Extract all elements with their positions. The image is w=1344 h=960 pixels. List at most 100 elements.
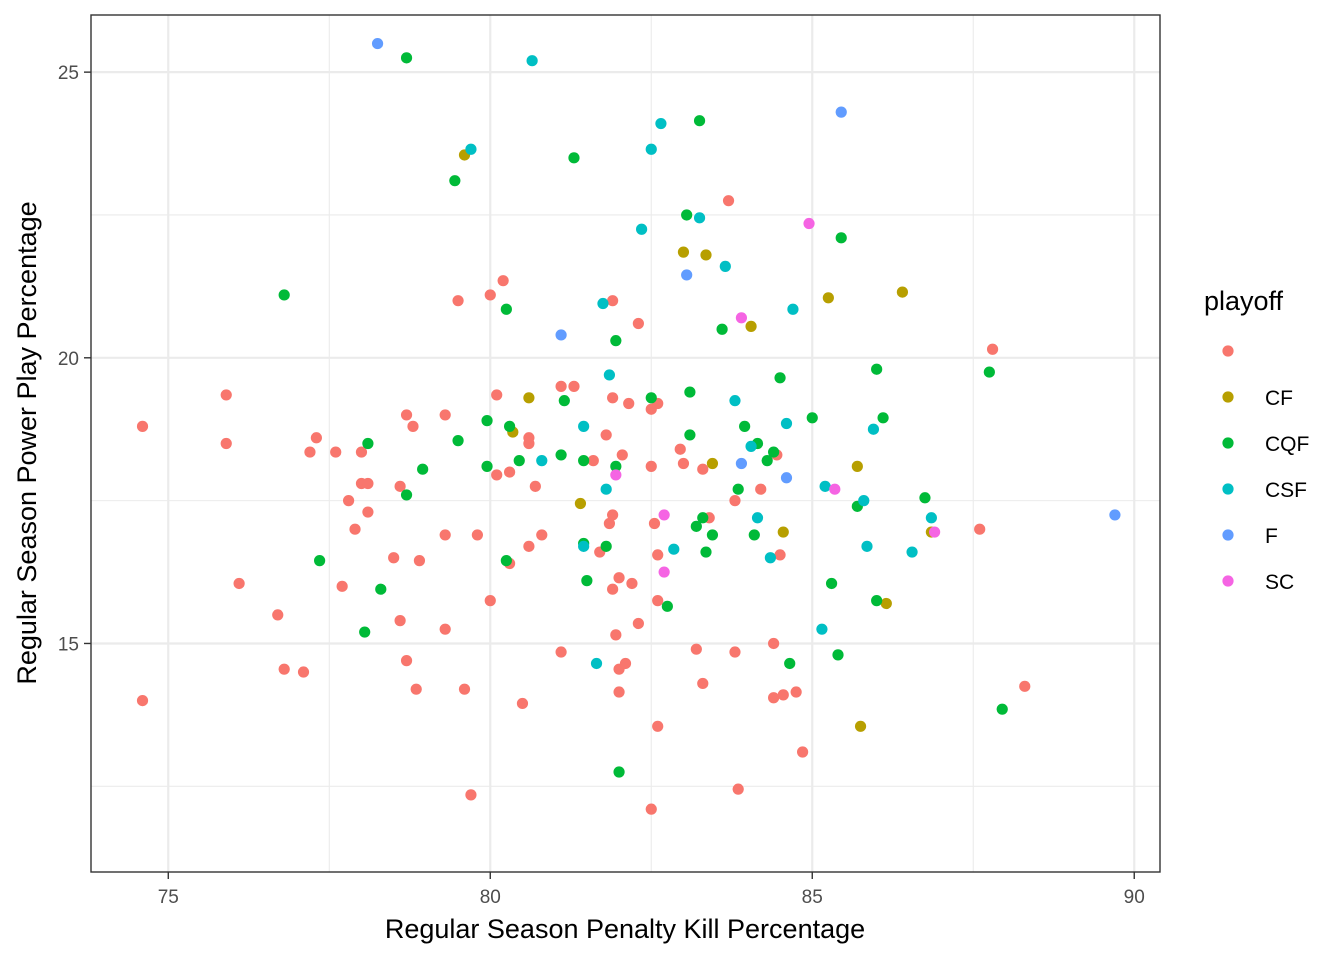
data-point — [835, 232, 847, 244]
data-point — [458, 683, 471, 695]
data-point — [880, 597, 892, 610]
data-point — [587, 455, 599, 467]
legend-label: CF — [1265, 387, 1293, 410]
data-point — [503, 420, 516, 432]
legend-key — [1222, 483, 1234, 495]
data-point — [764, 552, 776, 564]
data-point — [220, 437, 232, 450]
legend-key — [1222, 575, 1234, 587]
data-point — [732, 783, 744, 795]
legend: playoff CF CQF CSF F SC — [1204, 286, 1309, 594]
x-tick-label: 85 — [802, 887, 823, 908]
data-point — [407, 420, 419, 432]
data-point — [668, 543, 680, 555]
data-point — [755, 483, 767, 495]
data-point — [645, 143, 657, 155]
data-point — [816, 623, 828, 635]
data-point — [613, 686, 625, 698]
data-point — [835, 106, 847, 118]
data-point — [555, 380, 567, 392]
data-point — [851, 460, 863, 472]
data-point — [748, 529, 760, 541]
data-point — [690, 520, 702, 532]
legend-label: CQF — [1265, 433, 1309, 456]
data-point — [819, 480, 831, 492]
x-axis: 75 80 85 90 — [158, 872, 1145, 908]
data-point — [613, 766, 625, 778]
data-point — [536, 529, 548, 541]
data-point — [603, 517, 616, 530]
data-point — [652, 720, 664, 732]
data-point — [784, 657, 796, 670]
data-point — [861, 540, 873, 552]
data-point — [790, 686, 802, 698]
data-point — [768, 637, 780, 650]
data-point — [607, 509, 619, 521]
data-point — [581, 575, 593, 587]
x-tick-label: 80 — [480, 887, 501, 908]
x-tick-label: 75 — [158, 887, 179, 908]
data-point — [578, 420, 590, 432]
data-point — [780, 472, 793, 484]
data-point — [597, 297, 609, 310]
data-point — [616, 449, 628, 461]
data-point — [314, 555, 326, 567]
data-point — [523, 540, 535, 552]
data-point — [536, 455, 548, 467]
data-point — [491, 389, 503, 401]
data-point — [523, 392, 535, 404]
legend-items: CF CQF CSF F SC — [1222, 345, 1309, 594]
data-point — [906, 546, 918, 558]
data-point — [491, 469, 503, 481]
data-point — [613, 572, 625, 584]
data-point — [529, 480, 541, 492]
data-point — [832, 649, 844, 661]
data-point — [574, 497, 587, 510]
data-point — [600, 429, 612, 441]
data-point — [410, 683, 422, 695]
data-point — [136, 420, 149, 432]
data-point — [417, 463, 429, 475]
x-tick-label: 90 — [1124, 887, 1145, 908]
data-point — [278, 289, 290, 301]
data-point — [394, 615, 406, 627]
legend-label: F — [1265, 525, 1278, 548]
data-point — [877, 412, 889, 424]
data-point — [439, 623, 451, 635]
data-point — [700, 249, 712, 261]
data-point — [610, 335, 622, 347]
data-point — [803, 217, 815, 230]
data-point — [526, 55, 538, 67]
data-point — [413, 555, 426, 567]
data-point — [610, 629, 622, 641]
data-point — [735, 312, 748, 324]
data-point — [996, 703, 1008, 715]
data-point — [871, 363, 883, 375]
data-point — [371, 37, 384, 50]
data-point — [578, 455, 590, 467]
data-point — [449, 175, 461, 187]
data-point — [645, 460, 657, 472]
data-point — [732, 483, 744, 495]
data-point — [439, 529, 451, 541]
data-point — [690, 643, 702, 655]
data-point — [697, 512, 709, 524]
data-point — [735, 457, 748, 470]
data-point — [471, 529, 483, 541]
data-point — [661, 600, 673, 612]
data-point — [777, 526, 789, 538]
data-point — [623, 397, 635, 410]
data-point — [400, 655, 413, 667]
data-point — [780, 417, 793, 430]
data-point — [297, 666, 310, 678]
data-point — [858, 495, 870, 507]
legend-key — [1222, 529, 1234, 541]
data-point — [974, 523, 986, 535]
legend-key — [1222, 437, 1234, 449]
data-point — [867, 423, 880, 435]
data-point — [677, 246, 690, 258]
data-point — [610, 460, 622, 472]
data-point — [336, 580, 348, 592]
data-point — [745, 440, 757, 452]
data-point — [822, 292, 834, 304]
